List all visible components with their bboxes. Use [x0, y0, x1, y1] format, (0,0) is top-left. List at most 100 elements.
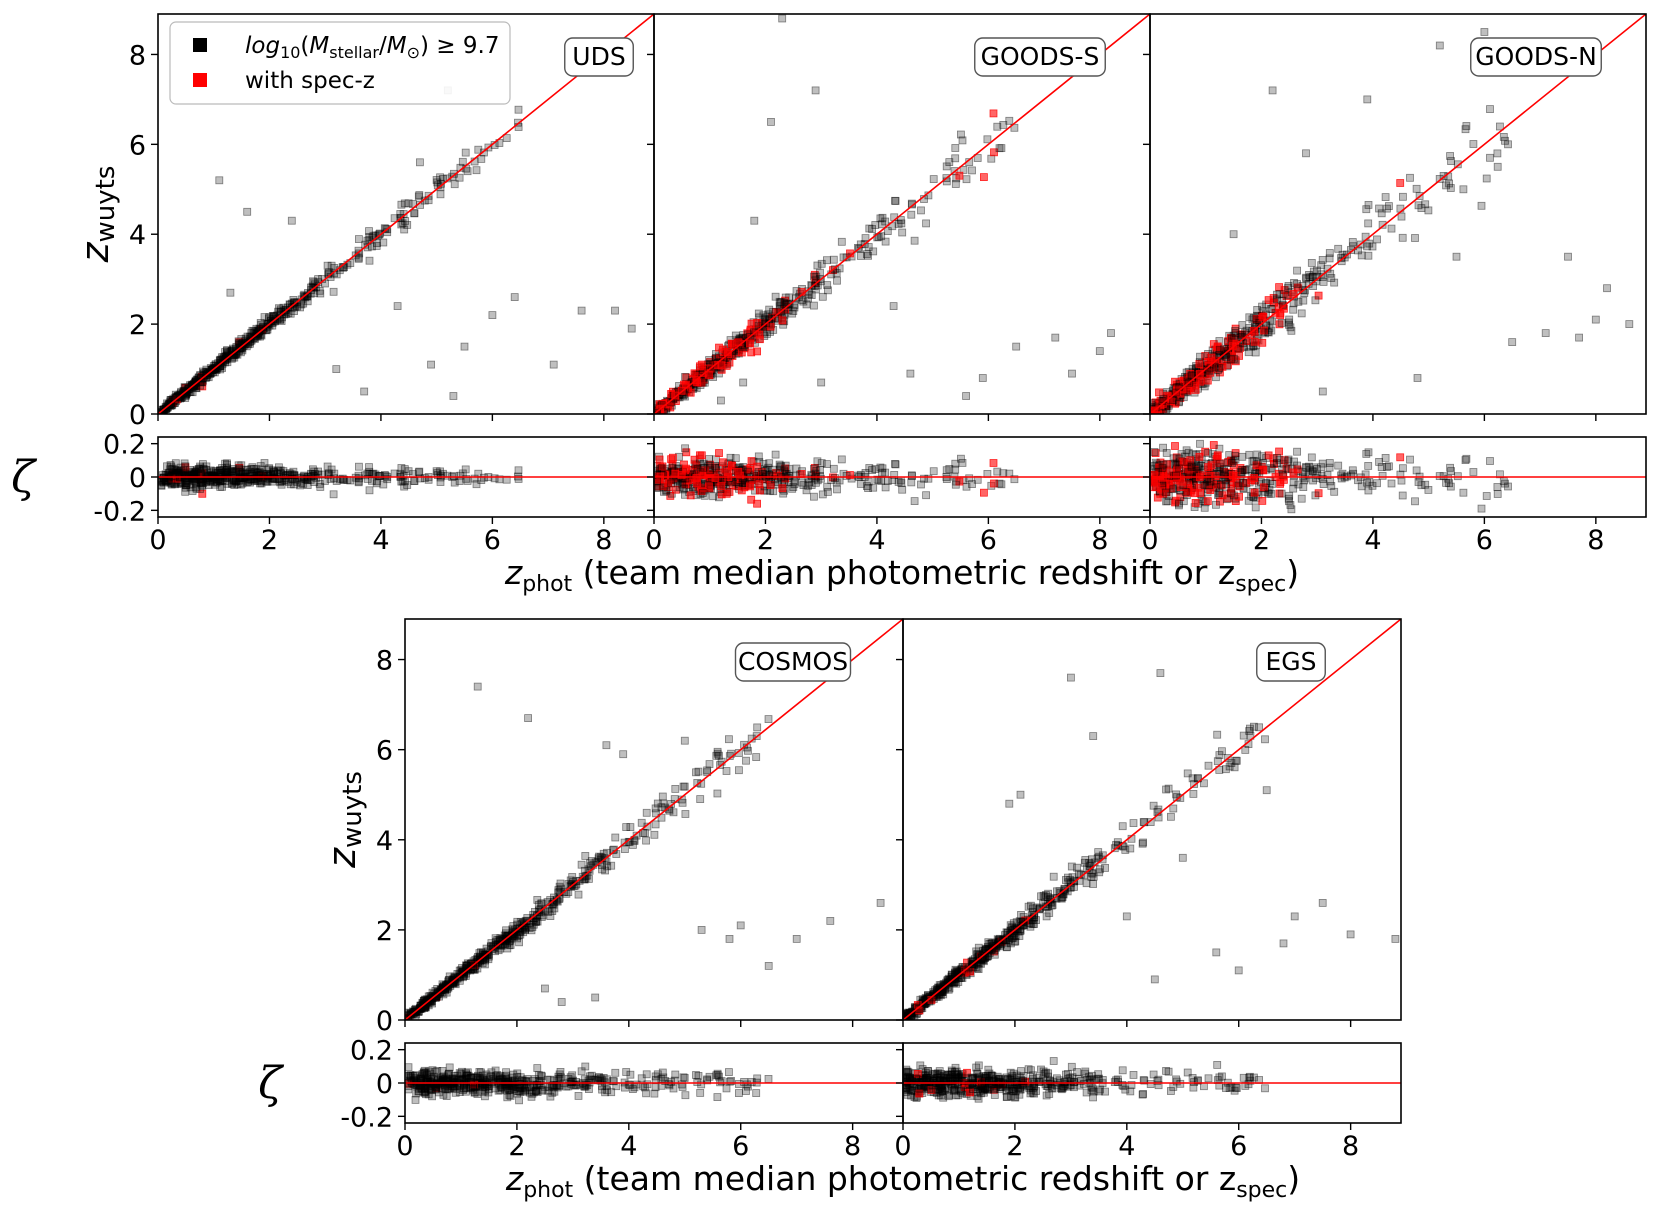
galaxy-residual-point [255, 471, 264, 480]
galaxy-point [1289, 305, 1298, 314]
galaxy-residual-point [920, 474, 928, 483]
galaxy-residual-point [678, 1083, 687, 1091]
galaxy-residual-point [315, 479, 324, 488]
galaxy-residual-point [568, 1071, 577, 1080]
galaxy-residual-point [1446, 482, 1455, 491]
galaxy-residual-point [420, 1069, 428, 1077]
galaxy-residual-point [427, 1086, 436, 1095]
galaxy-residual-point [293, 477, 301, 486]
outlier-point [1005, 799, 1014, 808]
galaxy-point [1213, 730, 1222, 739]
galaxy-residual-point [184, 471, 193, 480]
galaxy-point [810, 282, 819, 290]
galaxy-residual-point [502, 1078, 511, 1086]
galaxy-point [1486, 105, 1494, 113]
galaxy-point [206, 369, 215, 378]
galaxy-residual-point [951, 480, 960, 489]
outlier-point [1541, 329, 1550, 338]
galaxy-point [1469, 140, 1478, 148]
spec-z-residual-point [1220, 467, 1228, 476]
galaxy-residual-point [587, 1071, 596, 1080]
galaxy-point [883, 227, 892, 236]
galaxy-point [479, 148, 488, 157]
galaxy-residual-point [555, 1070, 564, 1079]
galaxy-residual-point [463, 1068, 472, 1077]
galaxy-residual-point [462, 1069, 471, 1078]
galaxy-point [598, 865, 606, 874]
galaxy-point [375, 229, 384, 238]
galaxy-point [277, 317, 286, 325]
galaxy-residual-point [924, 474, 933, 483]
galaxy-point [1411, 234, 1419, 242]
galaxy-point [752, 753, 761, 761]
galaxy-residual-point [221, 467, 230, 476]
galaxy-point [1028, 920, 1037, 929]
galaxy-point [1003, 943, 1011, 951]
galaxy-residual-point [197, 479, 206, 488]
galaxy-point [642, 836, 650, 845]
spec-z-point [1314, 291, 1323, 300]
galaxy-residual-point [1249, 456, 1258, 465]
galaxy-point [678, 798, 687, 807]
galaxy-point [1061, 886, 1070, 895]
galaxy-residual-point [1363, 478, 1371, 487]
outlier-point [1229, 230, 1238, 239]
outlier-point [1067, 673, 1075, 682]
galaxy-residual-point [1010, 475, 1019, 484]
galaxy-point [1255, 723, 1263, 732]
spec-z-point [696, 362, 704, 371]
galaxy-point [533, 911, 542, 920]
galaxy-point [951, 975, 960, 983]
galaxy-point [416, 1002, 425, 1010]
galaxy-point [693, 779, 702, 787]
galaxy-residual-point [381, 472, 390, 480]
galaxy-residual-point [680, 484, 688, 493]
galaxy-point [657, 803, 666, 812]
galaxy-residual-point [365, 467, 374, 476]
galaxy-residual-point [265, 464, 274, 473]
galaxy-residual-point [223, 459, 231, 468]
galaxy-residual-point [503, 1086, 512, 1095]
galaxy-residual-point [792, 464, 801, 473]
galaxy-residual-point [922, 491, 930, 500]
galaxy-residual-point [481, 1086, 490, 1095]
galaxy-point [506, 936, 515, 945]
galaxy-point [1040, 893, 1049, 902]
galaxy-residual-point [1461, 456, 1470, 465]
galaxy-point [475, 949, 484, 957]
spec-z-residual-point [846, 471, 854, 479]
galaxy-residual-point [189, 471, 198, 480]
galaxy-residual-point [230, 481, 239, 489]
galaxy-residual-point [449, 1084, 458, 1093]
spec-z-residual-point [778, 484, 787, 493]
galaxy-point [1044, 893, 1052, 901]
galaxy-residual-point [411, 1081, 420, 1090]
galaxy-residual-point [1364, 486, 1373, 495]
galaxy-point [1245, 727, 1254, 735]
galaxy-residual-point [449, 1076, 458, 1085]
galaxy-residual-point [459, 1084, 468, 1092]
galaxy-residual-point [265, 474, 274, 483]
galaxy-residual-point [538, 1072, 546, 1081]
galaxy-residual-point [624, 1080, 633, 1089]
galaxy-residual-point [159, 474, 168, 483]
galaxy-residual-point [538, 1085, 547, 1094]
galaxy-residual-point [466, 1073, 475, 1082]
field-label-goods-n: GOODS-N [1475, 42, 1597, 71]
galaxy-point [894, 219, 903, 228]
galaxy-point [567, 880, 576, 889]
galaxy-point [864, 243, 873, 251]
galaxy-residual-point [213, 475, 222, 484]
galaxy-residual-point [528, 1089, 537, 1098]
galaxy-residual-point [521, 1086, 529, 1095]
galaxy-residual-point [764, 1075, 773, 1083]
galaxy-residual-point [167, 478, 176, 487]
galaxy-residual-point [981, 1073, 990, 1082]
galaxy-point [798, 296, 806, 305]
galaxy-point [1149, 801, 1158, 810]
galaxy-point [236, 348, 245, 357]
galaxy-point [1169, 804, 1178, 813]
galaxy-point [513, 932, 522, 941]
galaxy-residual-point [463, 476, 472, 485]
galaxy-residual-point [951, 465, 960, 474]
